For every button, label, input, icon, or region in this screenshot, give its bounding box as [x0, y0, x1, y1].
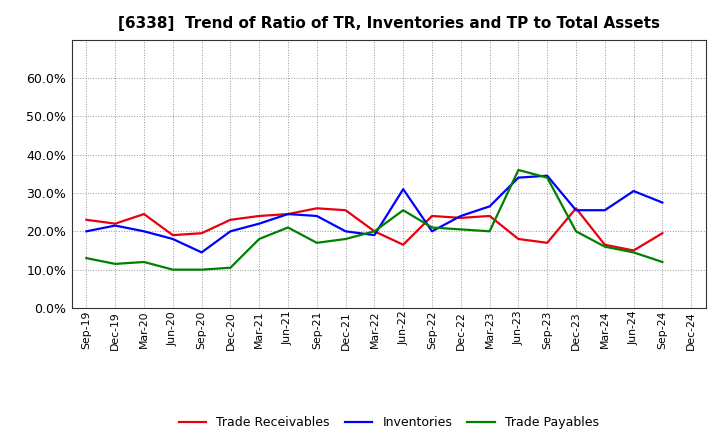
Trade Receivables [255, 213, 264, 219]
Trade Payables [284, 225, 292, 230]
Trade Payables [226, 265, 235, 270]
Inventories [226, 229, 235, 234]
Inventories [111, 223, 120, 228]
Trade Receivables [168, 232, 177, 238]
Inventories [514, 175, 523, 180]
Trade Payables [514, 167, 523, 172]
Trade Payables [312, 240, 321, 246]
Inventories [341, 229, 350, 234]
Trade Payables [456, 227, 465, 232]
Inventories [485, 204, 494, 209]
Legend: Trade Receivables, Inventories, Trade Payables: Trade Receivables, Inventories, Trade Pa… [179, 416, 599, 429]
Trade Payables [428, 225, 436, 230]
Trade Payables [140, 259, 148, 264]
Inventories [456, 213, 465, 219]
Trade Payables [197, 267, 206, 272]
Trade Receivables [197, 231, 206, 236]
Trade Payables [658, 259, 667, 264]
Inventories [428, 229, 436, 234]
Trade Payables [629, 250, 638, 255]
Trade Receivables [140, 211, 148, 216]
Title: [6338]  Trend of Ratio of TR, Inventories and TP to Total Assets: [6338] Trend of Ratio of TR, Inventories… [118, 16, 660, 32]
Trade Receivables [399, 242, 408, 247]
Trade Receivables [284, 211, 292, 216]
Inventories [600, 208, 609, 213]
Trade Receivables [111, 221, 120, 226]
Inventories [658, 200, 667, 205]
Inventories [399, 187, 408, 192]
Trade Receivables [341, 208, 350, 213]
Inventories [197, 250, 206, 255]
Trade Payables [341, 236, 350, 242]
Trade Payables [572, 229, 580, 234]
Inventories [572, 208, 580, 213]
Trade Payables [82, 256, 91, 261]
Trade Receivables [572, 205, 580, 211]
Line: Trade Payables: Trade Payables [86, 170, 662, 270]
Trade Payables [111, 261, 120, 267]
Line: Trade Receivables: Trade Receivables [86, 208, 662, 250]
Inventories [140, 229, 148, 234]
Inventories [629, 188, 638, 194]
Trade Payables [485, 229, 494, 234]
Inventories [543, 173, 552, 178]
Trade Receivables [312, 205, 321, 211]
Inventories [370, 232, 379, 238]
Line: Inventories: Inventories [86, 176, 662, 253]
Inventories [82, 229, 91, 234]
Trade Receivables [428, 213, 436, 219]
Trade Receivables [629, 248, 638, 253]
Trade Payables [255, 236, 264, 242]
Trade Payables [399, 208, 408, 213]
Trade Payables [168, 267, 177, 272]
Trade Receivables [456, 215, 465, 220]
Trade Receivables [485, 213, 494, 219]
Trade Receivables [600, 242, 609, 247]
Trade Receivables [514, 236, 523, 242]
Trade Receivables [82, 217, 91, 223]
Trade Receivables [226, 217, 235, 223]
Trade Receivables [658, 231, 667, 236]
Trade Payables [600, 244, 609, 249]
Inventories [255, 221, 264, 226]
Trade Receivables [543, 240, 552, 246]
Inventories [168, 236, 177, 242]
Inventories [312, 213, 321, 219]
Inventories [284, 211, 292, 216]
Trade Payables [370, 229, 379, 234]
Trade Receivables [370, 229, 379, 234]
Trade Payables [543, 175, 552, 180]
